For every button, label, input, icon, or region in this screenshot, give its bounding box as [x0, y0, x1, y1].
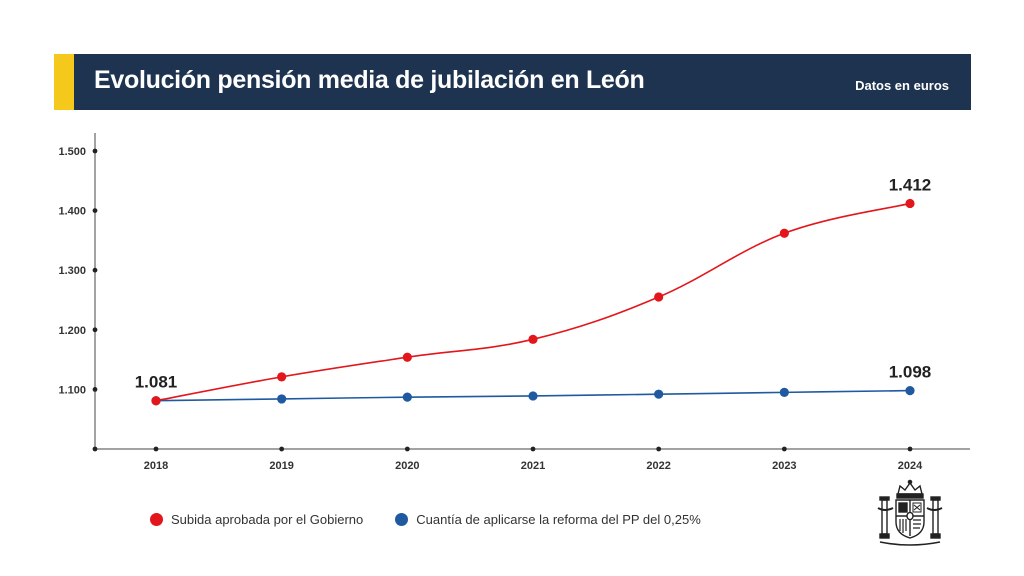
y-tick-mark — [92, 387, 98, 392]
data-point-gobierno — [277, 372, 287, 382]
legend-item-gobierno: Subida aprobada por el Gobierno — [150, 512, 363, 527]
y-tick-label: 1.400 — [58, 206, 86, 218]
data-point-gobierno — [151, 396, 161, 406]
legend-label-gobierno: Subida aprobada por el Gobierno — [171, 511, 364, 527]
data-label: 1.412 — [889, 175, 932, 194]
legend-label-pp: Cuantía de aplicarse la reforma del PP d… — [416, 511, 701, 527]
y-tick-mark — [92, 148, 98, 154]
data-point-pp — [528, 391, 538, 401]
data-point-gobierno — [779, 228, 789, 238]
x-tick-label: 2018 — [144, 460, 168, 472]
y-tick-mark — [92, 267, 98, 273]
data-point-pp — [905, 385, 915, 396]
chart-header: Evolución pensión media de jubilación en… — [54, 54, 971, 110]
x-tick-mark — [279, 446, 285, 452]
x-tick-mark — [781, 446, 787, 452]
chart-legend: Subida aprobada por el Gobierno Cuantía … — [150, 510, 733, 528]
x-tick-label: 2020 — [395, 460, 419, 472]
y-tick-label: 1.300 — [58, 265, 86, 277]
data-label: 1.081 — [135, 373, 178, 392]
coat-of-arms-icon — [877, 479, 943, 546]
y-tick-label: 1.200 — [58, 325, 86, 337]
data-label: 1.098 — [889, 363, 932, 382]
y-tick-label: 1.100 — [58, 384, 86, 396]
y-tick-mark — [92, 208, 98, 214]
x-tick-mark — [907, 446, 913, 452]
x-tick-label: 2021 — [521, 460, 545, 472]
x-tick-mark — [530, 446, 536, 452]
header-accent-bar — [54, 54, 74, 110]
y-tick-mark — [92, 327, 98, 333]
x-tick-label: 2022 — [646, 460, 670, 472]
legend-marker-gobierno — [150, 512, 163, 526]
data-point-gobierno — [654, 292, 664, 302]
x-tick-mark — [153, 446, 159, 452]
data-point-pp — [402, 392, 412, 402]
data-point-gobierno — [402, 352, 412, 362]
x-tick-mark — [656, 446, 662, 452]
x-tick-label: 2023 — [772, 460, 796, 472]
axis-origin-dot — [92, 446, 98, 452]
legend-item-pp: Cuantía de aplicarse la reforma del PP d… — [395, 511, 701, 527]
legend-marker-pp — [395, 512, 409, 526]
x-tick-label: 2024 — [898, 460, 923, 472]
series-line-gobierno — [155, 202, 911, 402]
data-point-pp — [277, 394, 287, 404]
y-tick-label: 1.500 — [58, 146, 86, 158]
data-point-gobierno — [905, 198, 915, 209]
x-tick-label: 2019 — [269, 460, 293, 472]
data-point-pp — [654, 389, 664, 399]
data-point-gobierno — [528, 334, 538, 344]
x-tick-mark — [404, 446, 410, 452]
chart-unit-note: Datos en euros — [855, 78, 949, 93]
data-point-pp — [779, 387, 789, 397]
chart-title: Evolución pensión media de jubilación en… — [94, 66, 645, 94]
